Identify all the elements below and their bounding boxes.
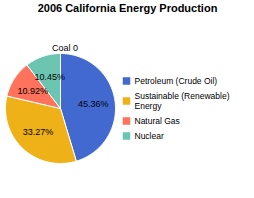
svg-text:33.27%: 33.27%	[23, 127, 54, 137]
svg-text:Petroleum (Crude Oil): Petroleum (Crude Oil)	[135, 76, 218, 86]
svg-text:Natural Gas: Natural Gas	[135, 116, 180, 126]
svg-text:2006 California Energy Product: 2006 California Energy Production	[38, 2, 218, 14]
svg-text:Sustainable (Renewable)Energy: Sustainable (Renewable)Energy	[135, 91, 230, 111]
svg-text:Nuclear: Nuclear	[135, 131, 164, 141]
svg-text:10.45%: 10.45%	[35, 72, 66, 82]
svg-text:Coal 0: Coal 0	[52, 43, 78, 53]
svg-text:10.92%: 10.92%	[17, 86, 48, 96]
svg-text:45.36%: 45.36%	[78, 99, 109, 109]
